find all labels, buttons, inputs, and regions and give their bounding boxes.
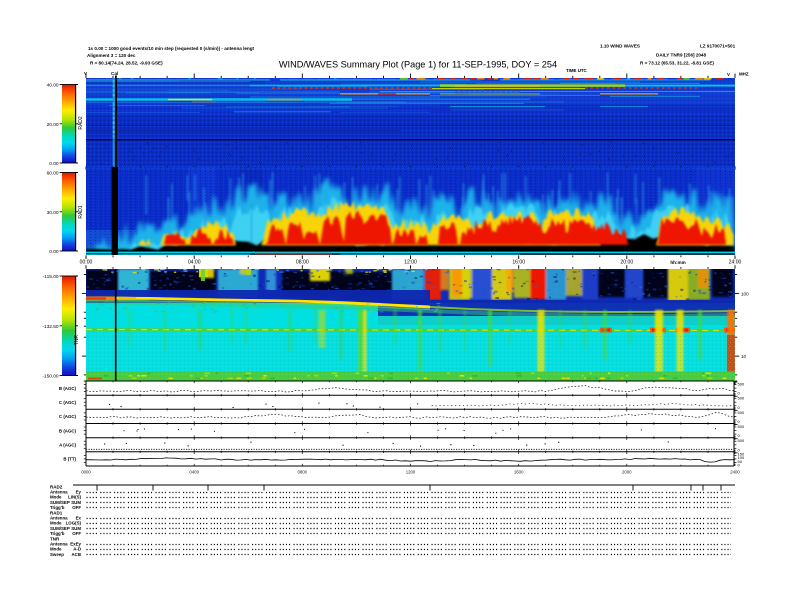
svg-text:B (AGC): B (AGC) (59, 386, 77, 391)
svg-text:MHZ: MHZ (739, 72, 749, 77)
svg-text:RAD1: RAD1 (78, 205, 84, 219)
svg-text:2000: 2000 (622, 470, 632, 475)
svg-text:500: 500 (738, 382, 745, 387)
svg-text:LIN(S): LIN(S) (68, 495, 81, 500)
svg-text:RAD2: RAD2 (50, 485, 63, 490)
svg-text:A (AGC): A (AGC) (59, 443, 76, 448)
svg-text:1s 0.00 = 1000 good events/10: 1s 0.00 = 1000 good events/10 min step (… (88, 46, 255, 51)
svg-text:04:00: 04:00 (188, 260, 201, 266)
svg-text:500: 500 (738, 396, 745, 401)
svg-text:TIME UTC: TIME UTC (566, 68, 588, 73)
svg-text:1600: 1600 (514, 470, 524, 475)
svg-text:SUM/SEP: SUM/SEP (50, 500, 70, 505)
svg-text:OFF: OFF (72, 505, 81, 510)
svg-text:Mode: Mode (50, 547, 62, 552)
svg-text:-132.50: -132.50 (42, 324, 59, 330)
svg-text:1.10 WIND WAVES: 1.10 WIND WAVES (600, 44, 640, 49)
svg-text:SUM: SUM (71, 500, 81, 505)
svg-text:12:00: 12:00 (404, 260, 417, 266)
svg-text:LZ 9170071=501: LZ 9170071=501 (700, 44, 736, 49)
svg-text:Antenna: Antenna (50, 542, 68, 547)
svg-text:0400: 0400 (189, 470, 199, 475)
svg-text:hh:mm: hh:mm (670, 260, 685, 265)
svg-text:1200: 1200 (406, 470, 416, 475)
svg-text:V: V (727, 72, 730, 77)
svg-text:20:00: 20:00 (620, 260, 633, 266)
svg-text:RAD2: RAD2 (78, 116, 84, 130)
svg-text:-150.00: -150.00 (42, 374, 59, 380)
svg-text:B (TT): B (TT) (63, 457, 76, 462)
svg-text:0: 0 (738, 433, 741, 438)
svg-text:60.00: 60.00 (47, 171, 59, 177)
svg-text:C (AGC): C (AGC) (59, 400, 77, 405)
svg-text:Mode: Mode (50, 495, 62, 500)
svg-text:100: 100 (741, 291, 749, 296)
svg-text:Ey: Ey (76, 490, 82, 495)
svg-text:ExEy: ExEy (70, 542, 81, 547)
svg-text:R = 73.12 (65.53, 31.22, -8.: R = 73.12 (65.53, 31.22, -8.81 GSE) (640, 61, 714, 66)
svg-text:0: 0 (738, 447, 741, 452)
svg-text:SUM: SUM (71, 526, 81, 531)
svg-text:08:00: 08:00 (296, 260, 309, 266)
svg-text:0000: 0000 (81, 470, 91, 475)
svg-text:24:00: 24:00 (729, 260, 742, 266)
svg-text:30.00: 30.00 (47, 210, 59, 216)
svg-text:TNR: TNR (74, 334, 80, 345)
svg-text:V: V (84, 71, 87, 76)
svg-text:TNR: TNR (50, 537, 60, 542)
svg-text:0: 0 (738, 391, 741, 396)
svg-text:10: 10 (741, 354, 747, 359)
svg-text:SUM/SEP: SUM/SEP (50, 526, 70, 531)
svg-text:C (AGC): C (AGC) (59, 414, 77, 419)
svg-text:0800: 0800 (298, 470, 308, 475)
svg-text:ACB: ACB (71, 552, 81, 557)
svg-text:0: 0 (738, 463, 741, 468)
svg-text:B (AGC): B (AGC) (59, 428, 77, 433)
svg-text:50: 50 (738, 459, 743, 464)
svg-text:500: 500 (738, 424, 745, 429)
svg-text:Antenna: Antenna (50, 490, 68, 495)
svg-text:00:00: 00:00 (80, 260, 93, 266)
svg-text:150: 150 (738, 451, 745, 456)
svg-text:WIND/WAVES Summary Plot (Page: WIND/WAVES Summary Plot (Page 1) for 11-… (279, 60, 557, 70)
svg-text:0.00: 0.00 (49, 249, 59, 255)
svg-text:Alignment 3 = 120 dec: Alignment 3 = 120 dec (87, 53, 136, 58)
svg-text:0: 0 (738, 419, 741, 424)
svg-text:Antenna: Antenna (50, 516, 68, 521)
svg-text:-115.00: -115.00 (43, 274, 59, 280)
svg-text:Trigg'b: Trigg'b (50, 531, 65, 536)
svg-text:RAD1: RAD1 (50, 511, 63, 516)
svg-text:Sweep: Sweep (50, 552, 64, 557)
svg-text:R = 80.14(74.24, 28.52, -9.9: R = 80.14(74.24, 28.52, -9.93 GSE) (90, 61, 163, 66)
svg-text:OFF: OFF (72, 531, 81, 536)
svg-text:0.00: 0.00 (49, 161, 59, 167)
svg-text:2400: 2400 (730, 470, 740, 475)
svg-text:Ex: Ex (76, 516, 82, 521)
svg-text:16:00: 16:00 (512, 260, 525, 266)
svg-text:40.00: 40.00 (47, 83, 59, 89)
svg-text:500: 500 (738, 410, 745, 415)
svg-text:Cal: Cal (111, 71, 118, 76)
svg-text:0: 0 (738, 405, 741, 410)
svg-text:100: 100 (738, 455, 745, 460)
svg-text:20.00: 20.00 (47, 122, 59, 128)
svg-text:DAILY TNR9 [256] 2048: DAILY TNR9 [256] 2048 (656, 53, 706, 58)
svg-text:500: 500 (738, 438, 745, 443)
svg-text:Trigg'b: Trigg'b (50, 505, 65, 510)
svg-text:A-D: A-D (73, 547, 81, 552)
svg-text:Mode: Mode (50, 521, 62, 526)
svg-text:LOG(S): LOG(S) (66, 521, 82, 526)
